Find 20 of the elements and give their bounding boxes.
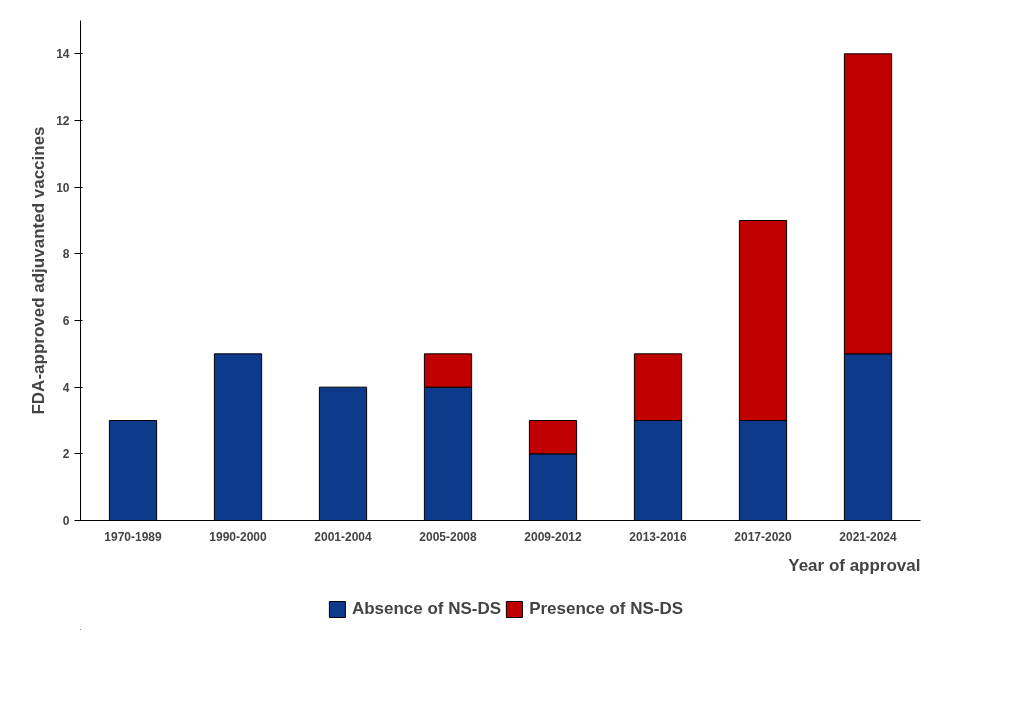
y-tick-label: 4 — [62, 380, 70, 395]
x-tick-label: 2021-2024 — [839, 529, 898, 544]
y-tick-label: 6 — [62, 314, 70, 328]
legend-label: Absence of NS-DS — [351, 599, 502, 619]
x-tick-label: 1990-2000 — [209, 529, 268, 544]
y-tick-label: 2 — [62, 447, 70, 462]
x-tick-label: 2009-2012 — [524, 529, 583, 544]
x-tick-label: 2001-2004 — [314, 529, 373, 544]
x-axis-title: Year of approval — [788, 555, 921, 575]
x-tick-label: 2005-2008 — [419, 529, 478, 544]
y-tick-label: 8 — [62, 247, 70, 262]
x-tick-label: 1970-1989 — [104, 529, 163, 544]
y-tick-label: 10 — [56, 180, 70, 195]
x-tick-label: 2017-2020 — [734, 529, 793, 544]
y-tick-label: 14 — [56, 47, 70, 62]
legend-label: Presence of NS-DS — [529, 599, 684, 619]
y-tick-label: 0 — [62, 514, 70, 528]
x-tick-label: 2013-2016 — [629, 529, 688, 544]
y-axis-title: FDA-approved adjuvanted vaccines — [29, 126, 49, 415]
y-tick-label: 12 — [56, 114, 70, 128]
